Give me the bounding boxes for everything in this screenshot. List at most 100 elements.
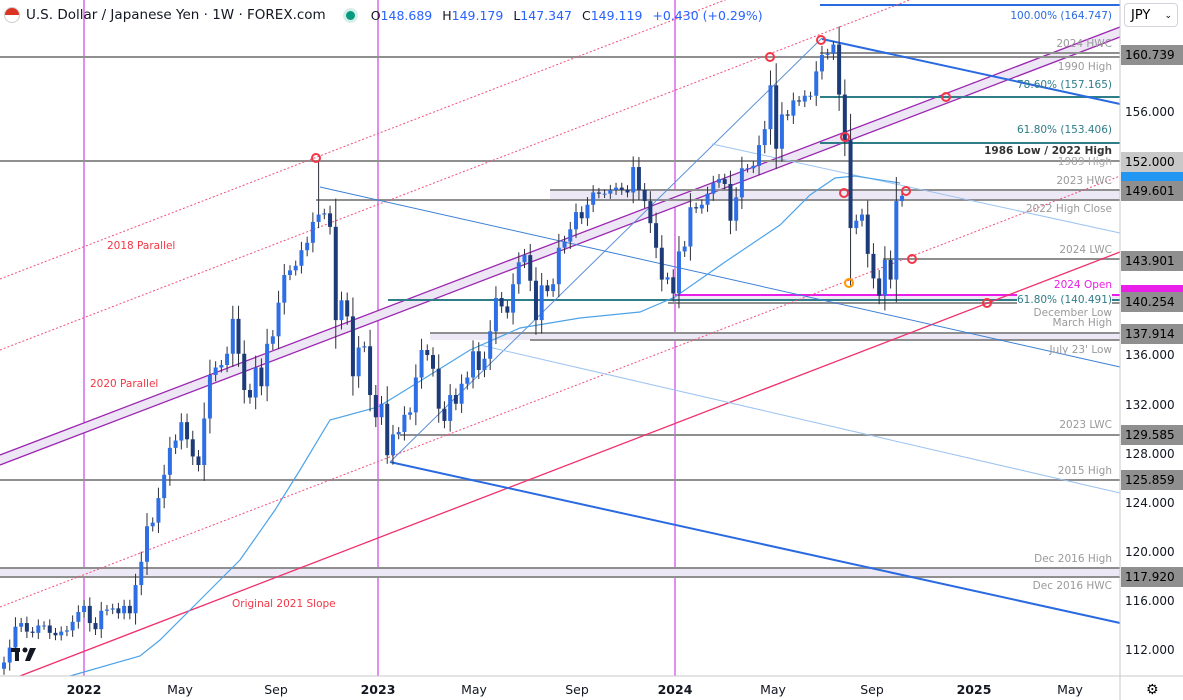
candle-bull <box>36 625 41 633</box>
candle-bear <box>190 439 195 457</box>
candle-bull <box>139 561 144 586</box>
price-tick: 112.000 <box>1125 643 1175 657</box>
candle-bull <box>562 241 567 248</box>
candle-bear <box>654 223 659 248</box>
candle-bear <box>247 390 252 398</box>
level-box: 143.901 <box>1121 251 1183 271</box>
pivot-marker <box>907 254 917 264</box>
label-2015-high: 2015 High <box>1057 465 1112 477</box>
candle-bull <box>556 247 561 285</box>
time-tick: 2023 <box>360 682 396 697</box>
open-value: 148.689 <box>380 7 433 23</box>
currency-select[interactable]: JPY ⌄ <box>1124 3 1178 27</box>
candle-bear <box>328 213 333 227</box>
candle-bear <box>476 351 481 370</box>
candle-bull <box>316 214 321 222</box>
band-march-high <box>430 333 1120 340</box>
candle-bear <box>785 114 790 116</box>
candle-bear <box>242 353 247 390</box>
symbol-title[interactable]: U.S. Dollar / Japanese Yen · 1W · FOREX.… <box>26 7 326 23</box>
trend-thick-lower <box>389 461 1121 624</box>
candle-bull <box>230 318 235 354</box>
candle-bull <box>739 168 744 198</box>
candle-bull <box>356 347 361 377</box>
candle-bull <box>288 270 292 275</box>
candle-bull <box>299 250 304 266</box>
candle-bull <box>76 612 81 622</box>
candle-bull <box>322 213 327 215</box>
level-box: 117.920 <box>1121 567 1183 587</box>
candle-bull <box>854 220 859 229</box>
candle-bull <box>751 165 756 169</box>
settings-gear-icon[interactable]: ⚙ <box>1146 682 1159 698</box>
candle-bull <box>768 85 773 130</box>
candle-bull <box>70 621 75 631</box>
candle-bull <box>7 647 12 663</box>
time-tick: May <box>1057 682 1083 697</box>
low-label: L <box>513 7 521 23</box>
candle-bear <box>333 226 338 321</box>
candle-bull <box>591 192 596 205</box>
candle-bull <box>711 182 716 194</box>
candle-bull <box>511 284 516 313</box>
candle-bear <box>774 85 779 149</box>
candle-bull <box>551 284 556 292</box>
price-tick: 128.000 <box>1125 447 1175 461</box>
candle-bull <box>900 195 905 202</box>
pivot-marker <box>816 35 826 45</box>
candle-bull <box>133 585 138 614</box>
candle-bull <box>408 412 413 415</box>
candle-bear <box>259 367 264 387</box>
moving-average <box>69 175 901 677</box>
candle-bear <box>385 403 390 456</box>
time-tick: Sep <box>264 682 288 697</box>
candle-bull <box>390 434 395 456</box>
candle-bull <box>860 214 864 221</box>
candle-bull <box>150 522 155 527</box>
label-fib618-top: 61.80% (153.406) <box>1017 124 1112 136</box>
candle-bull <box>779 114 784 149</box>
candle-bull <box>225 353 230 365</box>
label-2024-hwc: 2024 HWC <box>1056 38 1112 50</box>
candle-bull <box>762 129 767 146</box>
candle-bull <box>104 609 109 611</box>
label-original-2021-slope: Original 2021 Slope <box>232 598 336 610</box>
candle-bull <box>814 71 819 96</box>
label-fib618-low: 61.80% (140.491) <box>1017 294 1112 306</box>
candle-bull <box>402 414 407 432</box>
candle-bull <box>802 95 807 102</box>
candle-bull <box>493 298 498 332</box>
ohlc-readout: O148.689 H149.179 L147.347 C149.119 +0.4… <box>371 8 769 23</box>
candle-bull <box>270 336 275 344</box>
candle-bear <box>797 100 802 102</box>
parallel-2018 <box>0 0 727 280</box>
candle-bull <box>162 474 167 499</box>
level-box: 160.739 <box>1121 45 1183 65</box>
pivot-marker <box>982 298 992 308</box>
candle-bull <box>459 383 464 404</box>
candle-bear <box>722 179 727 184</box>
level-box: 149.601 <box>1121 181 1183 201</box>
trend-light-lower <box>479 344 1121 494</box>
candle-bull <box>608 190 613 194</box>
candle-bull <box>173 440 178 448</box>
candle-bull <box>253 367 258 398</box>
candle-bull <box>745 168 750 170</box>
pivot-marker-orange <box>844 278 854 288</box>
candle-bear <box>579 212 584 219</box>
label-1989-high: 1989 High <box>1057 156 1112 168</box>
candle-bull <box>82 605 87 613</box>
candle-bull <box>791 100 796 116</box>
candle-bear <box>728 183 733 221</box>
label-fib100: 100.00% (164.747) <box>1010 10 1112 22</box>
candle-bull <box>602 193 607 195</box>
high-value: 149.179 <box>451 7 504 23</box>
price-tick: 120.000 <box>1125 545 1175 559</box>
candle-bear <box>53 632 58 636</box>
label-march-high: March High <box>1052 317 1112 329</box>
candle-bear <box>127 605 132 614</box>
currency-value: JPY <box>1131 8 1151 23</box>
tradingview-logo <box>11 647 36 661</box>
candle-bull <box>808 95 813 97</box>
